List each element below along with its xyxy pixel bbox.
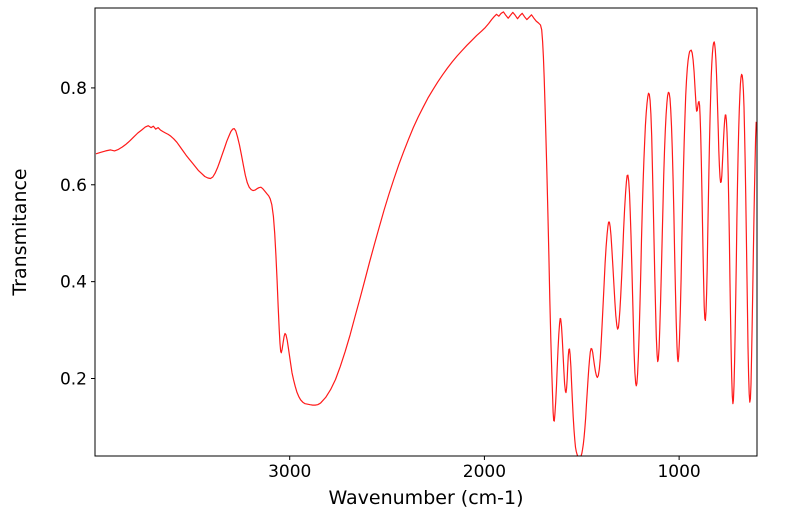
y-tick-label: 0.2 (60, 370, 87, 390)
x-axis-label: Wavenumber (cm-1) (328, 487, 524, 509)
spectrum-line (95, 11, 757, 456)
plot-frame (94, 7, 758, 457)
y-axis-label: Transmitance (9, 168, 31, 296)
x-tick-label: 2000 (463, 462, 506, 482)
x-tick-label: 3000 (268, 462, 311, 482)
y-tick-label: 0.4 (60, 273, 87, 293)
y-tick-label: 0.8 (60, 79, 87, 99)
x-tick-label: 1000 (657, 462, 700, 482)
y-tick-label: 0.6 (60, 176, 87, 196)
